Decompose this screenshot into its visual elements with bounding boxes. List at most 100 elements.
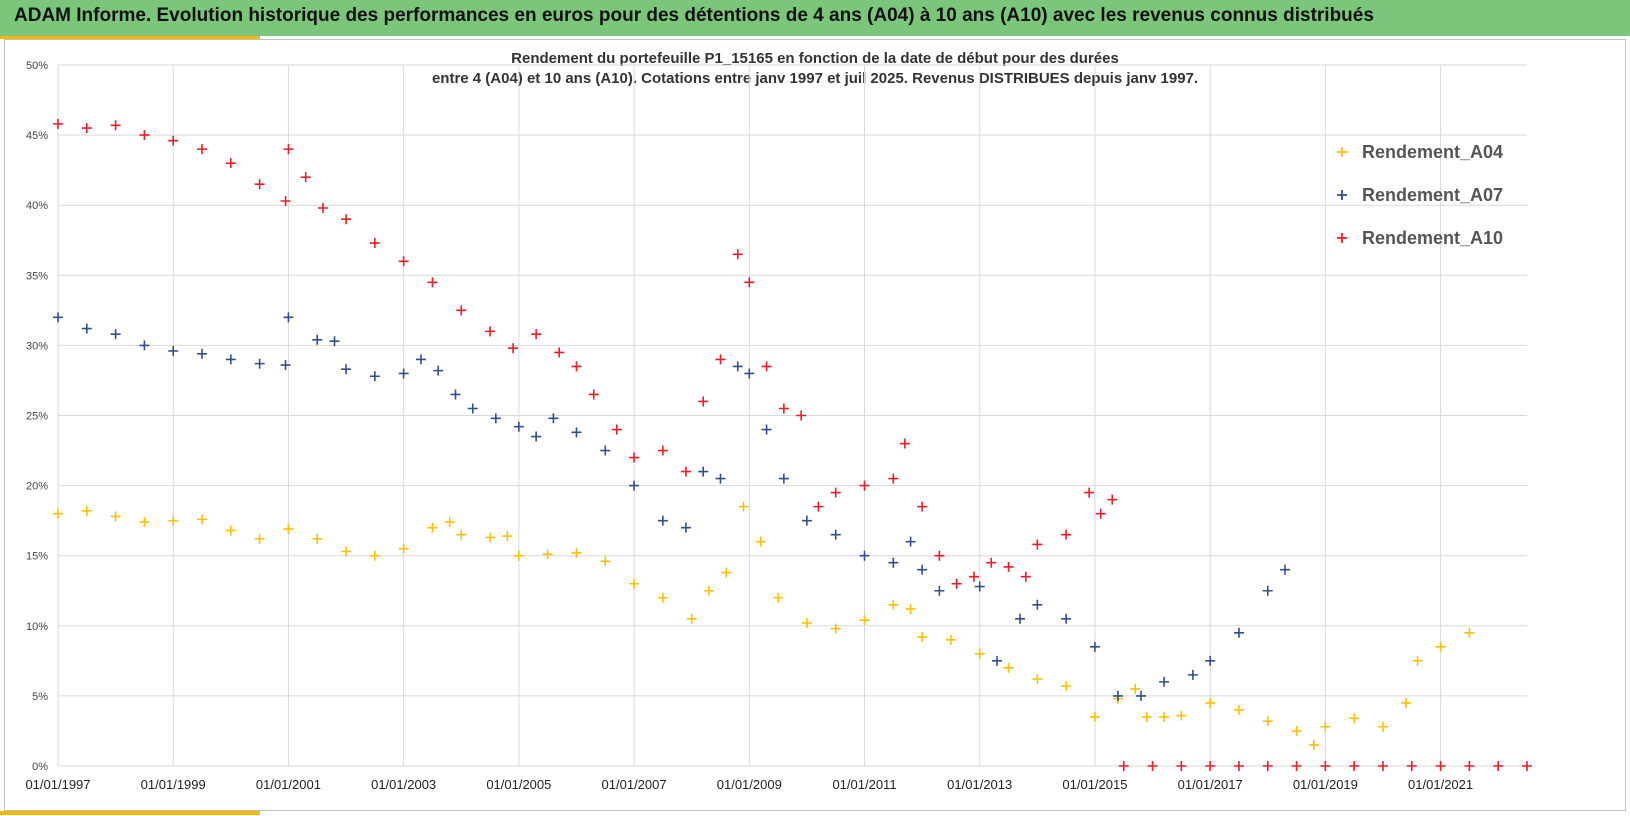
data-point (992, 655, 1003, 666)
data-point (611, 424, 622, 435)
data-point (254, 179, 265, 190)
data-point (1377, 721, 1388, 732)
data-point (1141, 711, 1152, 722)
data-point (917, 501, 928, 512)
data-point (945, 634, 956, 645)
data-point (433, 365, 444, 376)
data-point (81, 323, 92, 334)
x-tick-label: 01/01/2017 (1178, 777, 1243, 792)
data-point (110, 329, 121, 340)
data-point (369, 550, 380, 561)
x-tick-label: 01/01/2001 (256, 777, 321, 792)
data-point (1435, 761, 1446, 771)
data-point (744, 277, 755, 288)
x-tick-label: 01/01/2005 (486, 777, 551, 792)
data-point (888, 473, 899, 484)
data-point (1003, 561, 1014, 572)
data-point (859, 550, 870, 561)
data-point (1291, 761, 1302, 771)
data-point (317, 203, 328, 214)
data-points (53, 118, 1532, 771)
legend-label: Rendement_A04 (1362, 142, 1503, 162)
data-point (951, 578, 962, 589)
data-point (300, 172, 311, 183)
data-point (796, 410, 807, 421)
chart-subtitle: entre 4 (A04) et 10 ans (A10). Cotations… (432, 70, 1198, 87)
data-point (53, 118, 63, 129)
chart-grid (57, 64, 1527, 767)
data-point (571, 361, 582, 372)
y-tick-label: 20% (26, 481, 48, 493)
data-point (1205, 697, 1216, 708)
data-point (888, 557, 899, 568)
data-point (427, 522, 438, 533)
data-point (398, 368, 409, 379)
data-point (1089, 711, 1100, 722)
data-point (341, 364, 352, 375)
data-point (168, 346, 179, 357)
y-tick-label: 0% (32, 761, 48, 773)
data-point (341, 214, 352, 225)
data-point (600, 556, 611, 567)
data-point (1061, 529, 1072, 540)
data-point (698, 396, 709, 407)
data-point (312, 334, 323, 345)
data-point (1061, 613, 1072, 624)
data-point (369, 238, 380, 249)
data-point (905, 536, 916, 547)
data-point (657, 592, 668, 603)
data-point (1112, 690, 1123, 701)
chart-title: Rendement du portefeuille P1_15165 en fo… (511, 50, 1119, 67)
data-point (778, 403, 789, 414)
data-point (732, 249, 743, 260)
data-point (813, 501, 824, 512)
data-point (899, 438, 910, 449)
data-point (934, 550, 945, 561)
legend-label: Rendement_A10 (1362, 228, 1503, 248)
x-tick-label: 01/01/2021 (1408, 777, 1473, 792)
y-tick-label: 5% (32, 691, 48, 703)
data-point (168, 515, 179, 526)
accent-bar-top (0, 36, 260, 39)
data-point (513, 550, 524, 561)
data-point (254, 358, 265, 369)
data-point (467, 403, 478, 414)
legend-marker (1337, 233, 1347, 243)
data-point (917, 564, 928, 575)
data-point (1262, 761, 1273, 771)
data-point (513, 421, 524, 432)
data-point (778, 473, 789, 484)
page-title: ADAM Informe. Evolution historique des p… (14, 5, 1374, 26)
data-point (830, 623, 841, 634)
data-point (1107, 494, 1118, 505)
data-point (1003, 662, 1014, 673)
data-point (657, 445, 668, 456)
data-point (974, 581, 985, 592)
data-point (490, 413, 501, 424)
data-point (225, 158, 236, 169)
data-point (1349, 713, 1360, 724)
x-tick-label: 01/01/2003 (371, 777, 436, 792)
series-3 (53, 118, 1118, 589)
data-point (1493, 761, 1504, 771)
y-axis-ticks: 0% 5% 10% 15% 20% 25% 30% 35% 40% 45% 50% (26, 60, 48, 773)
data-point (280, 195, 291, 206)
data-point (738, 501, 749, 512)
data-point (1262, 716, 1273, 727)
data-point (1349, 761, 1360, 771)
data-point (444, 517, 455, 528)
y-tick-label: 25% (26, 411, 48, 423)
data-point (1262, 585, 1273, 596)
data-point (830, 529, 841, 540)
data-point (571, 547, 582, 558)
title-banner: ADAM Informe. Evolution historique des p… (0, 0, 1630, 36)
x-tick-label: 01/01/2015 (1062, 777, 1127, 792)
data-point (1406, 761, 1417, 771)
data-point (197, 144, 208, 155)
data-point (1320, 721, 1331, 732)
data-point (341, 546, 352, 557)
data-point (888, 599, 899, 610)
y-tick-label: 45% (26, 130, 48, 142)
legend-label: Rendement_A07 (1362, 185, 1503, 205)
data-point (755, 536, 766, 547)
